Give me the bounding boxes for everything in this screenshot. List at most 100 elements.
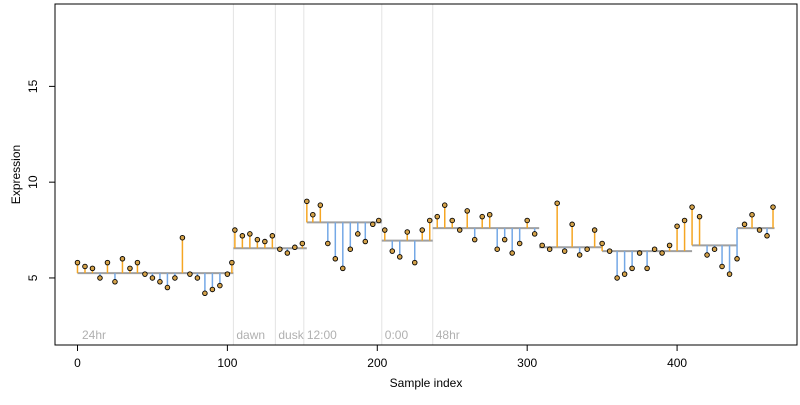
- data-point: [419, 227, 426, 233]
- x-axis: 0 100 200 300 400: [74, 345, 687, 370]
- data-point: [614, 275, 620, 281]
- data-point: [770, 204, 776, 210]
- data-point: [347, 246, 354, 252]
- data-point: [254, 236, 261, 243]
- x-tick-label: 300: [517, 356, 537, 370]
- data-point: [726, 271, 733, 277]
- data-point: [217, 282, 223, 289]
- data-point: [232, 227, 238, 233]
- data-point: [719, 263, 725, 270]
- data-point: [209, 286, 216, 293]
- data-point: [704, 252, 710, 258]
- data-point: [412, 259, 418, 266]
- data-point: [674, 223, 680, 229]
- y-tick-label: 5: [26, 274, 40, 281]
- data-point: [651, 246, 658, 252]
- data-point: [569, 221, 575, 228]
- plot-frame: [54, 3, 798, 346]
- data-point: [494, 246, 500, 252]
- data-point: [127, 265, 133, 272]
- data-point: [247, 231, 253, 237]
- data-point: [277, 246, 283, 252]
- data-point: [104, 259, 111, 266]
- data-point: [362, 238, 369, 245]
- data-point: [479, 213, 485, 220]
- data-point: [224, 271, 231, 277]
- y-axis-label: Expression: [9, 145, 23, 204]
- x-axis-label: Sample index: [390, 376, 463, 390]
- data-point: [546, 246, 553, 252]
- data-point: [764, 233, 770, 239]
- data-point: [434, 213, 440, 220]
- data-point: [269, 233, 276, 239]
- data-point: [531, 231, 538, 237]
- data-point: [741, 221, 748, 228]
- data-point: [202, 290, 208, 297]
- data-point: [681, 217, 688, 224]
- data-point: [749, 211, 755, 218]
- data-point: [524, 217, 530, 224]
- data-point: [299, 240, 306, 247]
- data-point: [134, 259, 141, 266]
- data-point: [284, 250, 291, 256]
- y-tick-label: 15: [26, 79, 40, 93]
- data-point: [74, 259, 81, 266]
- data-point: [561, 248, 568, 254]
- data-point: [304, 198, 310, 205]
- data-point: [659, 250, 665, 256]
- data-point: [426, 217, 433, 224]
- divider-lines: [232, 4, 434, 345]
- data-point: [382, 227, 388, 233]
- data-point: [509, 250, 515, 256]
- data-point: [164, 284, 171, 291]
- data-point: [149, 275, 156, 281]
- data-point: [576, 252, 583, 258]
- divider-label: 12:00: [307, 328, 337, 342]
- data-point: [539, 242, 545, 249]
- divider-label: dawn: [236, 328, 265, 342]
- data-point: [756, 227, 763, 233]
- data-point: [262, 238, 268, 245]
- data-point: [606, 248, 613, 254]
- data-point: [389, 248, 396, 254]
- y-axis: 5 10 15: [26, 79, 55, 281]
- data-point: [325, 240, 331, 247]
- data-point: [340, 265, 346, 272]
- data-point: [471, 236, 478, 243]
- data-point: [711, 246, 718, 252]
- y-tick-label: 10: [26, 175, 40, 189]
- data-point: [621, 271, 628, 277]
- data-point: [689, 204, 695, 210]
- data-point: [310, 211, 316, 218]
- data-point: [501, 236, 508, 243]
- x-tick-label: 400: [667, 356, 687, 370]
- x-tick-label: 100: [217, 356, 237, 370]
- data-point: [376, 217, 382, 224]
- data-point: [456, 227, 463, 233]
- data-point: [194, 275, 201, 281]
- data-point: [464, 208, 470, 214]
- data-point: [89, 265, 96, 272]
- data-point: [516, 240, 523, 247]
- x-tick-label: 0: [74, 356, 81, 370]
- data-point: [554, 200, 560, 206]
- data-point: [332, 256, 339, 262]
- data-point: [696, 213, 703, 220]
- data-point: [486, 211, 493, 218]
- data-point: [449, 217, 455, 224]
- data-point: [355, 231, 361, 237]
- data-points: [74, 198, 776, 297]
- data-point: [317, 202, 324, 208]
- data-point: [584, 246, 590, 252]
- x-tick-label: 200: [367, 356, 387, 370]
- data-point: [599, 240, 605, 247]
- data-point: [179, 234, 186, 241]
- data-point: [441, 202, 448, 208]
- divider-label: 0:00: [385, 328, 409, 342]
- region-labels: dawn dusk 12:00 0:00 48hr 24hr: [82, 328, 460, 342]
- data-point: [239, 233, 246, 239]
- data-point: [292, 244, 298, 251]
- data-point: [370, 221, 376, 228]
